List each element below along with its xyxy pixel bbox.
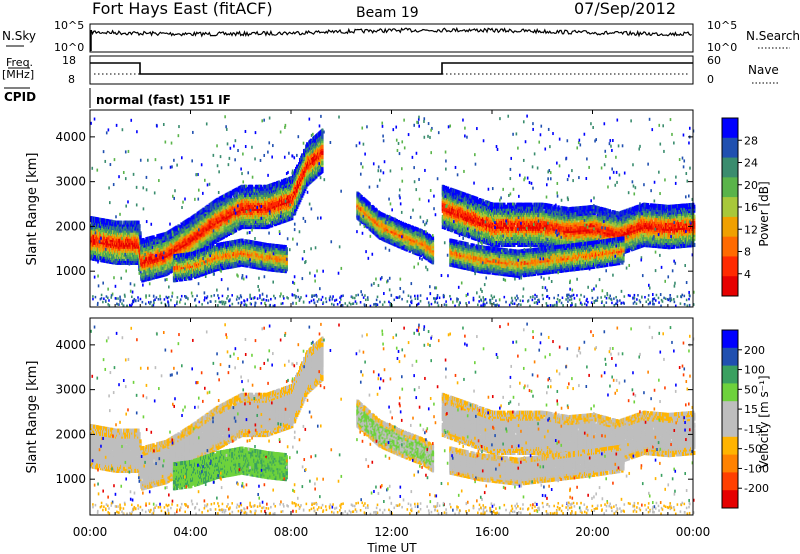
x-tick-label: 00:00 <box>73 525 108 539</box>
power-ylabel: Slant Range [km] <box>25 153 40 266</box>
power-colorbar-label: Power [dB] <box>757 181 771 246</box>
freq-tick-top: 18 <box>62 54 76 67</box>
nsky-trace <box>91 28 692 51</box>
colorbar-tick: 100 <box>744 364 765 377</box>
y-tick-label: 3000 <box>55 383 86 397</box>
nsky-tick-bottom: 10^0 <box>54 41 84 54</box>
colorbar-tick: 15 <box>744 403 758 416</box>
nsearch-tick-bottom: 10^0 <box>707 41 737 54</box>
colorbar-tick: 16 <box>744 201 758 214</box>
y-tick-label: 3000 <box>55 175 86 189</box>
nsearch-label: N.Search <box>746 29 800 43</box>
x-axis-label: Time UT <box>366 541 417 554</box>
velocity-panel: 1000 2000 3000 4000 Slant Range [km] <box>25 318 695 515</box>
colorbar-tick: 50 <box>744 383 758 396</box>
nave-tick-bottom: 0 <box>707 73 714 86</box>
x-tick-label: 04:00 <box>173 525 208 539</box>
date-label: 07/Sep/2012 <box>574 0 676 18</box>
y-tick-label: 1000 <box>55 472 86 486</box>
colorbar-tick: 12 <box>744 223 758 236</box>
power-panel: 1000 2000 3000 4000 Slant Range [km] <box>25 110 695 307</box>
cpid-label: CPID <box>4 90 36 104</box>
nsky-label: N.Sky <box>2 29 36 43</box>
freq-trace <box>90 63 693 74</box>
station-title: Fort Hays East (fitACF) <box>92 0 273 18</box>
velocity-ylabel: Slant Range [km] <box>25 361 40 474</box>
velocity-colorbar-label: Velocity [m s⁻¹] <box>757 375 771 468</box>
nave-tick-top: 60 <box>707 54 721 67</box>
y-tick-label: 2000 <box>55 427 86 441</box>
colorbar-tick: 28 <box>744 134 758 147</box>
x-tick-label: 08:00 <box>274 525 309 539</box>
beam-label: Beam 19 <box>356 5 419 21</box>
cpid-value: normal (fast) 151 IF <box>96 93 231 107</box>
power-data <box>90 115 695 308</box>
x-tick-label: 00:00 <box>676 525 711 539</box>
nsky-panel: N.Sky 10^5 10^0 10^5 10^0 N.Search <box>2 19 800 54</box>
y-tick-label: 4000 <box>55 338 86 352</box>
velocity-data <box>90 323 695 516</box>
colorbar-tick: 8 <box>744 246 751 259</box>
x-tick-label: 20:00 <box>575 525 610 539</box>
colorbar-tick: 24 <box>744 157 758 170</box>
power-colorbar: 28 24 20 16 12 8 4 <box>722 118 758 297</box>
y-tick-label: 1000 <box>55 264 86 278</box>
colorbar-tick: 4 <box>744 268 751 281</box>
colorbar-tick: -200 <box>744 482 769 495</box>
x-tick-label: 12:00 <box>374 525 409 539</box>
freq-panel: Freq. [MHz] 18 8 60 0 Nave <box>2 54 780 86</box>
colorbar-tick: 200 <box>744 344 765 357</box>
nave-label: Nave <box>748 63 779 77</box>
nsearch-tick-top: 10^5 <box>707 19 737 32</box>
y-tick-label: 2000 <box>55 219 86 233</box>
nsky-tick-top: 10^5 <box>54 19 84 32</box>
y-tick-label: 4000 <box>55 130 86 144</box>
freq-tick-bottom: 8 <box>68 73 75 86</box>
x-tick-label: 16:00 <box>475 525 510 539</box>
colorbar-tick: 20 <box>744 179 758 192</box>
freq-unit: [MHz] <box>2 68 34 81</box>
